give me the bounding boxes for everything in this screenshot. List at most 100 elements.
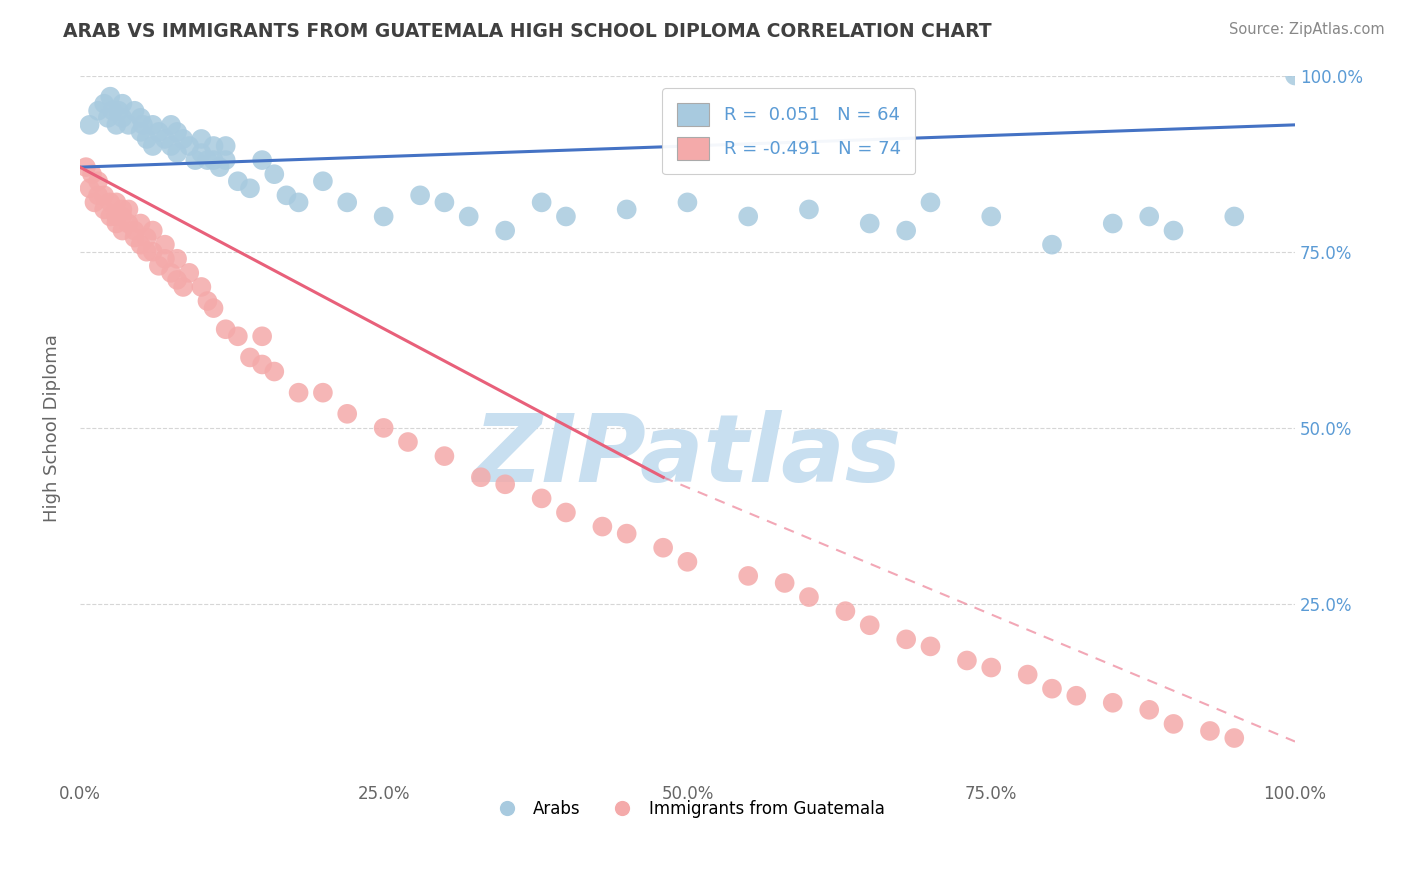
Point bbox=[1017, 667, 1039, 681]
Point bbox=[250, 329, 273, 343]
Point bbox=[239, 181, 262, 195]
Point bbox=[834, 604, 856, 618]
Point bbox=[555, 210, 578, 224]
Point bbox=[160, 118, 183, 132]
Point bbox=[111, 202, 134, 217]
Point bbox=[117, 202, 139, 217]
Point bbox=[250, 358, 273, 372]
Point bbox=[1101, 696, 1123, 710]
Point bbox=[179, 266, 201, 280]
Point bbox=[179, 139, 201, 153]
Point bbox=[215, 322, 238, 336]
Point bbox=[555, 506, 578, 520]
Point bbox=[1284, 69, 1306, 83]
Point bbox=[98, 210, 121, 224]
Point bbox=[1137, 210, 1160, 224]
Point bbox=[129, 125, 152, 139]
Point bbox=[124, 103, 146, 118]
Point bbox=[215, 139, 238, 153]
Point bbox=[737, 569, 759, 583]
Point bbox=[859, 618, 882, 632]
Point bbox=[980, 660, 1002, 674]
Point bbox=[797, 590, 820, 604]
Point bbox=[1163, 717, 1185, 731]
Point bbox=[79, 181, 101, 195]
Point bbox=[111, 210, 134, 224]
Point bbox=[87, 188, 110, 202]
Point bbox=[142, 139, 165, 153]
Point bbox=[124, 223, 146, 237]
Text: ARAB VS IMMIGRANTS FROM GUATEMALA HIGH SCHOOL DIPLOMA CORRELATION CHART: ARAB VS IMMIGRANTS FROM GUATEMALA HIGH S… bbox=[63, 22, 991, 41]
Point bbox=[287, 195, 309, 210]
Point bbox=[93, 202, 115, 217]
Point bbox=[197, 293, 219, 308]
Text: ZIPatlas: ZIPatlas bbox=[474, 410, 901, 502]
Point bbox=[737, 210, 759, 224]
Point bbox=[591, 519, 613, 533]
Point bbox=[920, 195, 942, 210]
Point bbox=[202, 153, 225, 167]
Point bbox=[433, 195, 456, 210]
Point bbox=[148, 125, 170, 139]
Point bbox=[276, 188, 298, 202]
Point bbox=[1101, 217, 1123, 231]
Point bbox=[336, 407, 359, 421]
Point bbox=[105, 118, 128, 132]
Point bbox=[107, 103, 129, 118]
Point bbox=[202, 301, 225, 315]
Point bbox=[80, 167, 103, 181]
Text: Source: ZipAtlas.com: Source: ZipAtlas.com bbox=[1229, 22, 1385, 37]
Point bbox=[142, 118, 165, 132]
Point bbox=[652, 541, 675, 555]
Point bbox=[616, 202, 638, 217]
Point bbox=[920, 640, 942, 654]
Point bbox=[1064, 689, 1087, 703]
Point bbox=[773, 576, 796, 591]
Point bbox=[101, 103, 124, 118]
Point bbox=[105, 210, 128, 224]
Point bbox=[226, 174, 249, 188]
Point bbox=[530, 491, 553, 506]
Point bbox=[202, 139, 225, 153]
Point bbox=[494, 477, 516, 491]
Point bbox=[93, 188, 115, 202]
Point bbox=[129, 217, 152, 231]
Point bbox=[797, 202, 820, 217]
Point bbox=[83, 195, 105, 210]
Point bbox=[111, 96, 134, 111]
Point bbox=[226, 329, 249, 343]
Point bbox=[190, 280, 212, 294]
Point bbox=[98, 89, 121, 103]
Point bbox=[153, 132, 176, 146]
Point bbox=[1040, 681, 1063, 696]
Point bbox=[97, 111, 120, 125]
Point bbox=[79, 118, 101, 132]
Point bbox=[215, 153, 238, 167]
Point bbox=[129, 237, 152, 252]
Point bbox=[153, 237, 176, 252]
Point bbox=[87, 174, 110, 188]
Point bbox=[208, 160, 231, 174]
Point bbox=[148, 259, 170, 273]
Point bbox=[153, 252, 176, 266]
Point bbox=[896, 223, 918, 237]
Point bbox=[87, 103, 110, 118]
Point bbox=[530, 195, 553, 210]
Point bbox=[239, 351, 262, 365]
Point bbox=[676, 195, 699, 210]
Point bbox=[142, 244, 165, 259]
Point bbox=[105, 195, 128, 210]
Point bbox=[457, 210, 479, 224]
Point bbox=[135, 132, 157, 146]
Point bbox=[160, 139, 183, 153]
Point bbox=[1223, 731, 1246, 745]
Point bbox=[166, 273, 188, 287]
Point bbox=[1199, 723, 1222, 738]
Point bbox=[1163, 223, 1185, 237]
Point bbox=[135, 244, 157, 259]
Point bbox=[166, 146, 188, 161]
Point bbox=[409, 188, 432, 202]
Point bbox=[616, 526, 638, 541]
Point bbox=[142, 223, 165, 237]
Point bbox=[172, 280, 194, 294]
